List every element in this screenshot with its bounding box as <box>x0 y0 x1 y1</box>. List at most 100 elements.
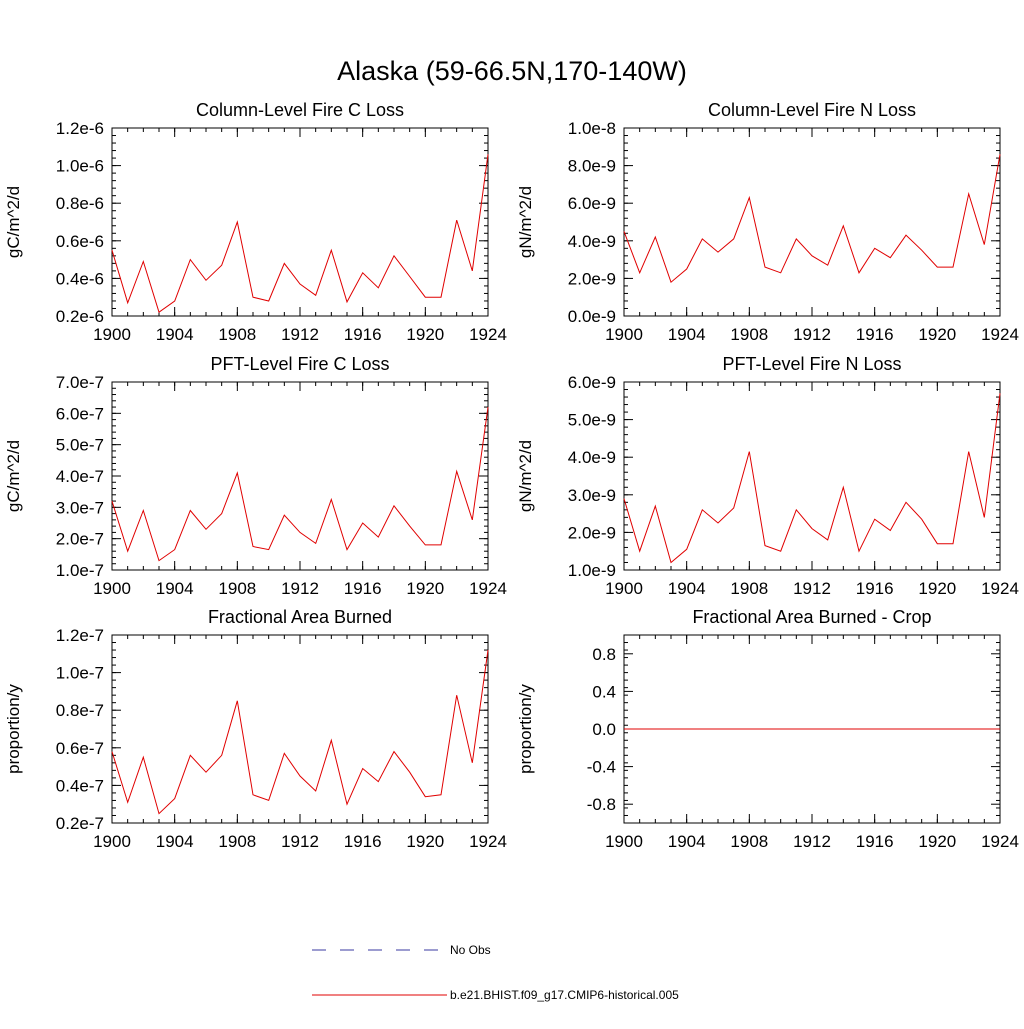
x-tick-label: 1920 <box>918 832 956 851</box>
x-tick-label: 1924 <box>469 832 507 851</box>
x-tick-label: 1908 <box>218 579 256 598</box>
y-tick-label: 0.8e-7 <box>56 701 104 720</box>
page-title: Alaska (59-66.5N,170-140W) <box>337 56 687 86</box>
x-tick-label: 1924 <box>981 325 1019 344</box>
x-tick-label: 1900 <box>605 325 643 344</box>
y-tick-label: -0.8 <box>587 795 616 814</box>
x-tick-label: 1916 <box>344 832 382 851</box>
y-tick-label: 1.0e-9 <box>568 561 616 580</box>
y-tick-label: 5.0e-9 <box>568 411 616 430</box>
x-tick-label: 1912 <box>281 325 319 344</box>
x-tick-label: 1920 <box>918 325 956 344</box>
x-tick-label: 1916 <box>344 325 382 344</box>
x-tick-label: 1912 <box>793 325 831 344</box>
x-tick-label: 1904 <box>156 325 194 344</box>
y-tick-label: 1.2e-6 <box>56 119 104 138</box>
series-line <box>111 649 489 815</box>
y-tick-label: 0.6e-7 <box>56 739 104 758</box>
y-tick-label: 0.8e-6 <box>56 194 104 213</box>
y-axis-label: proportion/y <box>516 684 535 774</box>
y-tick-label: -0.4 <box>587 758 616 777</box>
chart-title: Column-Level Fire C Loss <box>196 100 404 120</box>
y-tick-label: 2.0e-9 <box>568 269 616 288</box>
panels: Column-Level Fire C Loss 1900 1904 1908 1912… <box>4 100 1019 851</box>
plot-frame <box>111 381 489 571</box>
x-tick-label: 1908 <box>730 325 768 344</box>
y-tick-label: 4.0e-9 <box>568 232 616 251</box>
x-tick-label: 1916 <box>856 325 894 344</box>
x-tick-label: 1900 <box>93 325 131 344</box>
y-axis-label: proportion/y <box>4 684 23 774</box>
chart-title: PFT-Level Fire C Loss <box>210 354 389 374</box>
y-tick-label: 6.0e-7 <box>56 404 104 423</box>
plot-frame <box>111 634 489 824</box>
y-tick-label: 0.4e-7 <box>56 776 104 795</box>
chart-title: Fractional Area Burned <box>208 607 392 627</box>
x-tick-label: 1908 <box>218 832 256 851</box>
series-line <box>623 154 1001 284</box>
y-axis-label: gC/m^2/d <box>4 440 23 512</box>
y-tick-label: 6.0e-9 <box>568 373 616 392</box>
y-tick-label: 0.8 <box>592 645 616 664</box>
x-tick-label: 1908 <box>730 832 768 851</box>
x-tick-label: 1924 <box>469 325 507 344</box>
plot-frame <box>111 127 489 317</box>
y-tick-label: 8.0e-9 <box>568 157 616 176</box>
y-tick-label: 2.0e-7 <box>56 530 104 549</box>
y-tick-label: 2.0e-9 <box>568 523 616 542</box>
y-tick-label: 4.0e-9 <box>568 448 616 467</box>
x-tick-label: 1916 <box>856 579 894 598</box>
x-tick-label: 1904 <box>156 579 194 598</box>
legend-series-label: b.e21.BHIST.f09_g17.CMIP6-historical.005 <box>450 988 679 1002</box>
x-tick-label: 1916 <box>856 832 894 851</box>
y-tick-label: 1.0e-6 <box>56 157 104 176</box>
y-tick-label: 1.0e-8 <box>568 119 616 138</box>
chart-panel-3: PFT-Level Fire C Loss 1900 1904 1908 1912 191… <box>4 354 507 598</box>
y-tick-label: 0.2e-7 <box>56 814 104 833</box>
x-tick-label: 1904 <box>668 579 706 598</box>
x-tick-label: 1912 <box>281 832 319 851</box>
y-tick-label: 0.0e-9 <box>568 307 616 326</box>
y-tick-label: 0.6e-6 <box>56 232 104 251</box>
x-tick-label: 1904 <box>668 325 706 344</box>
x-tick-label: 1900 <box>93 832 131 851</box>
y-tick-label: 0.4 <box>592 682 616 701</box>
y-axis-label: gN/m^2/d <box>516 186 535 258</box>
x-tick-label: 1900 <box>605 832 643 851</box>
y-axis-label: gC/m^2/d <box>4 186 23 258</box>
plot-frame <box>623 381 1001 571</box>
x-tick-label: 1912 <box>793 832 831 851</box>
y-tick-label: 1.0e-7 <box>56 561 104 580</box>
y-axis-label: gN/m^2/d <box>516 440 535 512</box>
x-tick-label: 1920 <box>406 325 444 344</box>
x-tick-label: 1900 <box>93 579 131 598</box>
x-tick-label: 1904 <box>668 832 706 851</box>
y-tick-label: 0.0 <box>592 720 616 739</box>
x-tick-label: 1904 <box>156 832 194 851</box>
x-tick-label: 1920 <box>406 832 444 851</box>
y-tick-label: 1.2e-7 <box>56 626 104 645</box>
x-tick-label: 1912 <box>281 579 319 598</box>
y-tick-label: 4.0e-7 <box>56 467 104 486</box>
x-tick-label: 1920 <box>918 579 956 598</box>
chart-panel-1: Column-Level Fire C Loss 1900 1904 1908 1912… <box>4 100 507 344</box>
chart-title: Column-Level Fire N Loss <box>708 100 916 120</box>
y-tick-label: 6.0e-9 <box>568 194 616 213</box>
series-line <box>111 154 489 314</box>
x-tick-label: 1924 <box>981 832 1019 851</box>
y-tick-label: 0.4e-6 <box>56 269 104 288</box>
y-tick-label: 3.0e-9 <box>568 486 616 505</box>
y-tick-label: 5.0e-7 <box>56 436 104 455</box>
x-tick-label: 1912 <box>793 579 831 598</box>
x-tick-label: 1924 <box>981 579 1019 598</box>
y-tick-label: 1.0e-7 <box>56 664 104 683</box>
x-tick-label: 1900 <box>605 579 643 598</box>
x-tick-label: 1920 <box>406 579 444 598</box>
x-tick-label: 1916 <box>344 579 382 598</box>
chart-panel-4: PFT-Level Fire N Loss 1900 1904 1908 1912 191… <box>516 354 1019 598</box>
y-tick-label: 3.0e-7 <box>56 498 104 517</box>
series-line <box>111 407 489 562</box>
chart-panel-6: Fractional Area Burned - Crop 1900 1904 190… <box>516 607 1019 851</box>
legend: No Obs b.e21.BHIST.f09_g17.CMIP6-histori… <box>312 943 679 1002</box>
